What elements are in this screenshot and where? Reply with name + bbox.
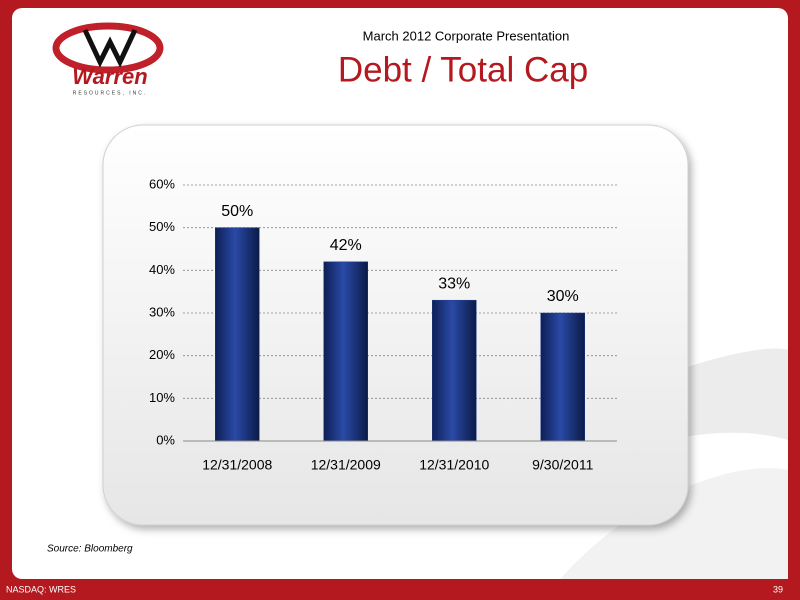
x-tick-label: 12/31/2008 — [202, 457, 272, 473]
value-label: 42% — [330, 237, 362, 254]
logo-name: Warren — [72, 64, 147, 89]
slide-title: Debt / Total Cap — [338, 50, 588, 89]
logo-ring — [52, 22, 164, 74]
subtitle: March 2012 Corporate Presentation — [363, 28, 570, 43]
logo: Warren RESOURCES, INC. — [52, 22, 164, 96]
value-label: 30% — [547, 288, 579, 305]
bar — [323, 261, 368, 442]
y-tick-label: 0% — [156, 432, 175, 447]
x-tick-label: 12/31/2009 — [311, 457, 381, 473]
plot: 0% 10% 20% 30% 40% 50% 60% 12/31/2008 50% 12/31/2… — [149, 176, 617, 473]
y-tick-label: 50% — [149, 219, 175, 234]
y-tick-label: 10% — [149, 390, 175, 405]
value-label: 33% — [438, 275, 470, 292]
decor-swoosh — [560, 468, 788, 579]
value-label: 50% — [221, 203, 253, 220]
y-tick-label: 30% — [149, 304, 175, 319]
bar — [215, 227, 260, 442]
logo-tagline: RESOURCES, INC. — [73, 90, 147, 96]
page-number: 39 — [773, 584, 783, 594]
logo-w — [82, 28, 138, 68]
y-tick-label: 40% — [149, 262, 175, 277]
y-tick-label: 20% — [149, 347, 175, 362]
x-tick-label: 9/30/2011 — [532, 457, 593, 473]
x-tick-label: 12/31/2010 — [419, 457, 489, 473]
y-tick-label: 60% — [149, 176, 175, 191]
source: Source: Bloomberg — [47, 544, 133, 555]
bar — [540, 312, 585, 442]
footer-ticker: NASDAQ: WRES — [6, 584, 76, 594]
bar — [432, 299, 477, 442]
